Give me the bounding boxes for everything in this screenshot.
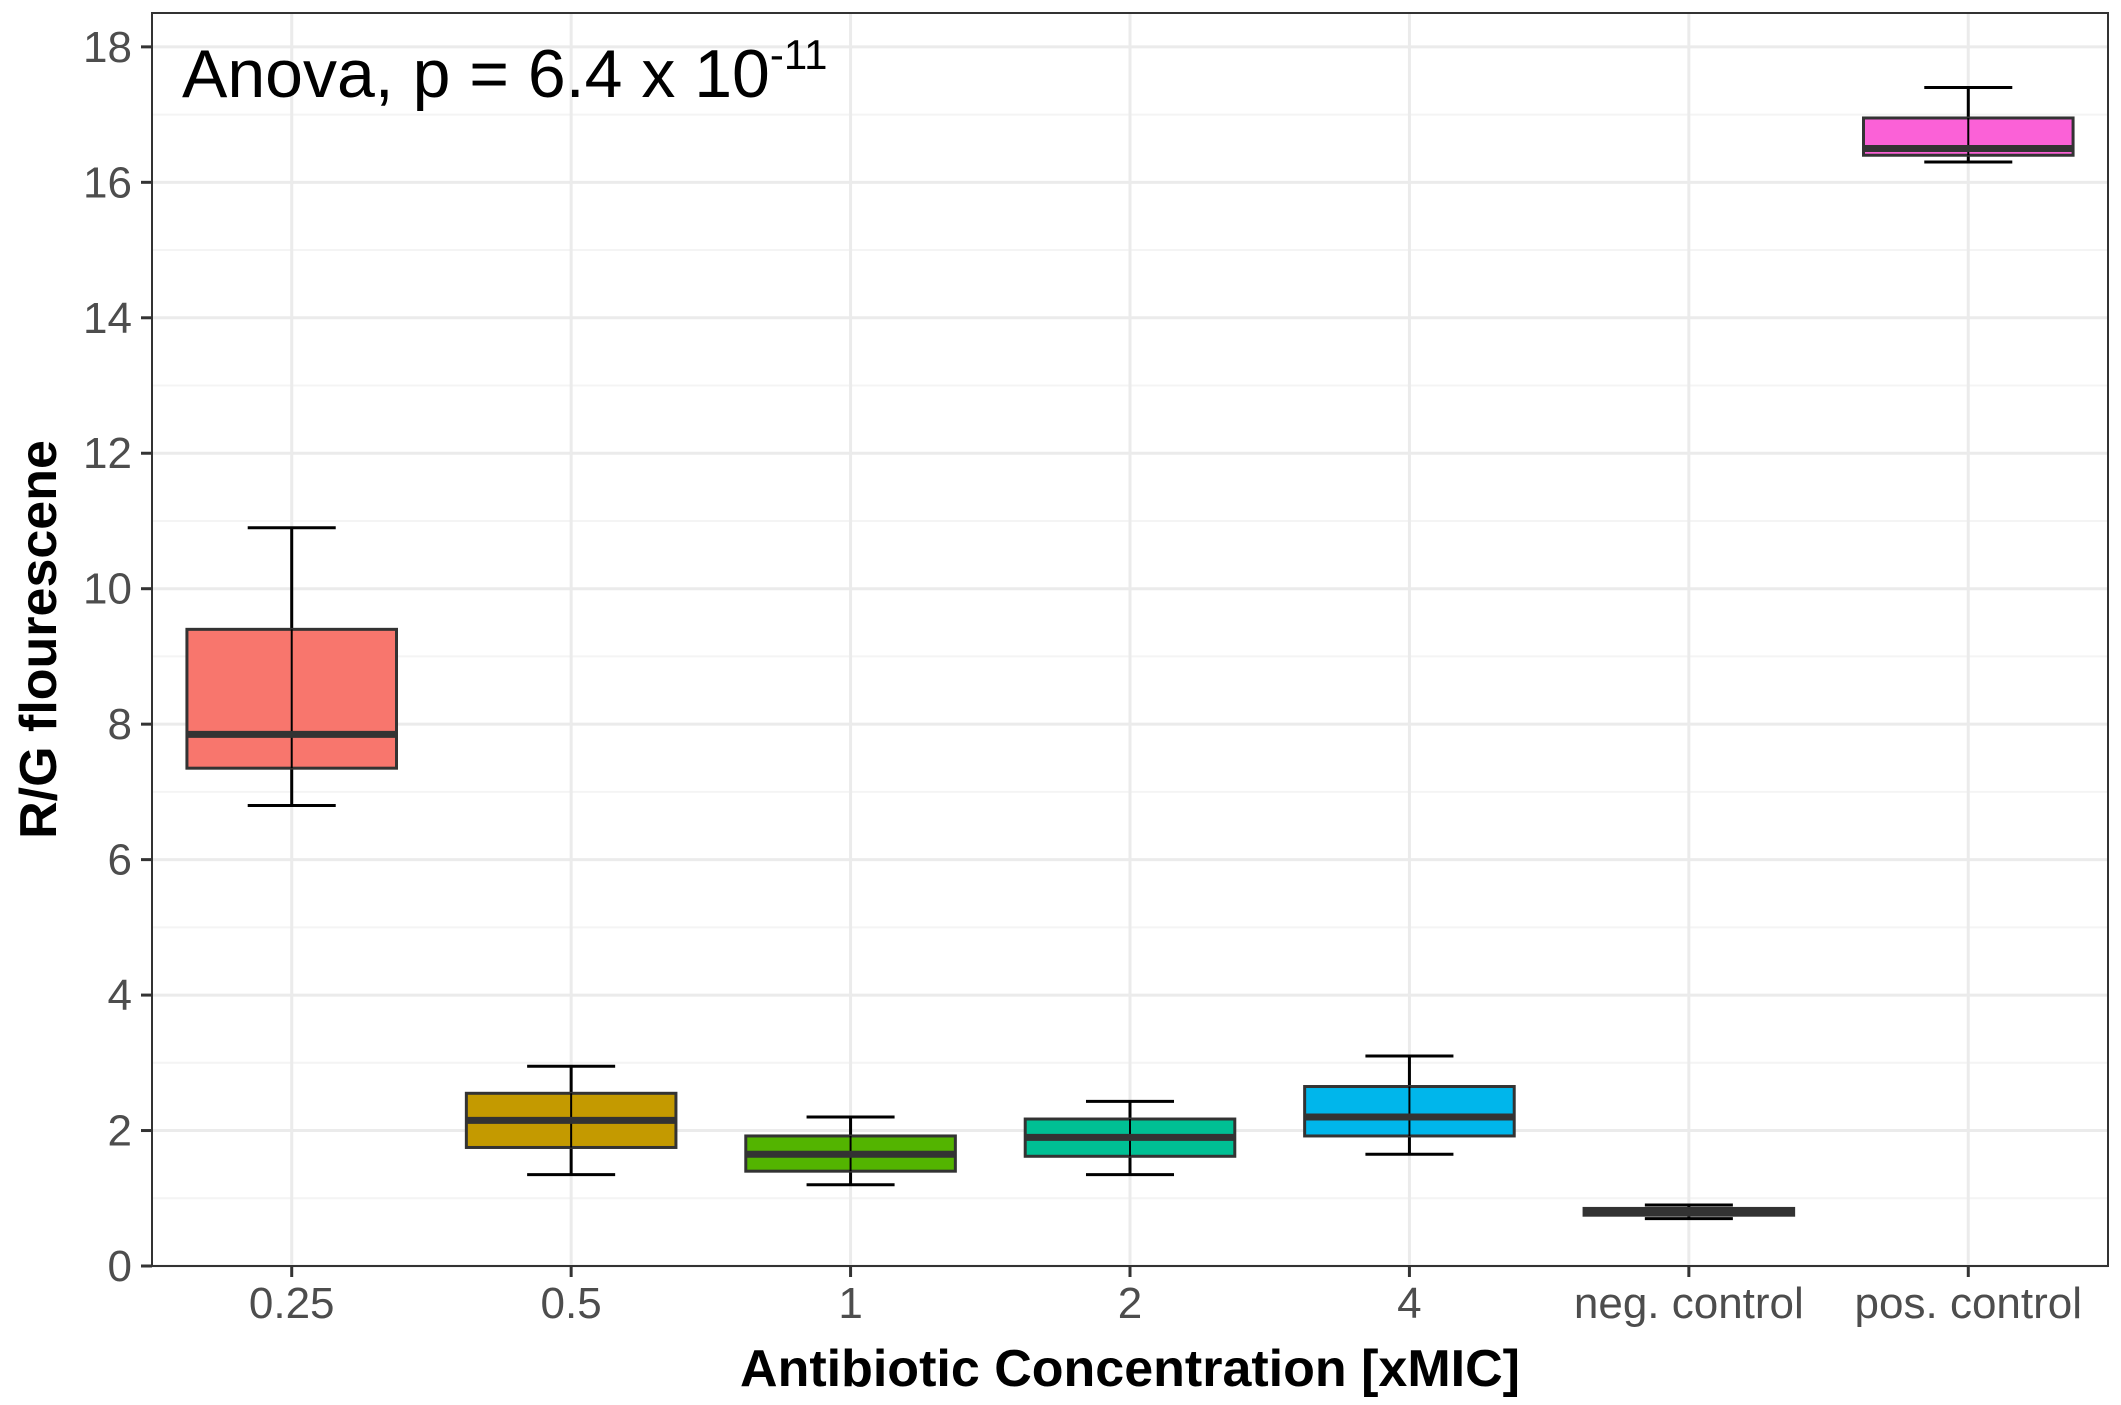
box-group xyxy=(1023,1099,1237,1177)
box-group xyxy=(185,526,398,807)
y-tick-label: 8 xyxy=(108,700,132,749)
box-group xyxy=(464,1064,678,1177)
box-group xyxy=(744,1115,957,1187)
x-tick-label: neg. control xyxy=(1574,1279,1804,1328)
box-group xyxy=(1862,86,2075,164)
y-tick-label: 18 xyxy=(83,23,132,72)
anova-annotation-text: Anova, p = 6.4 x 10 xyxy=(182,36,770,112)
x-tick-label: 1 xyxy=(838,1279,862,1328)
anova-annotation: Anova, p = 6.4 x 10-11 xyxy=(182,31,827,112)
x-tick-label: 0.5 xyxy=(541,1279,602,1328)
y-tick-label: 10 xyxy=(83,565,132,614)
x-tick-label: 0.25 xyxy=(249,1279,335,1328)
x-tick-label: pos. control xyxy=(1855,1279,2082,1328)
y-tick-label: 16 xyxy=(83,158,132,207)
y-axis-title: R/G flourescene xyxy=(10,440,68,839)
y-tick-label: 14 xyxy=(83,294,132,343)
y-tick-label: 6 xyxy=(108,836,132,885)
box-group xyxy=(1303,1054,1516,1156)
x-axis-title: Antibiotic Concentration [xMIC] xyxy=(740,1340,1520,1398)
x-tick-label: 4 xyxy=(1397,1279,1421,1328)
boxes xyxy=(185,86,2075,1221)
y-tick-label: 0 xyxy=(108,1242,132,1291)
x-tick-label: 2 xyxy=(1118,1279,1142,1328)
y-tick-label: 4 xyxy=(108,971,132,1020)
y-tick-label: 12 xyxy=(83,429,132,478)
y-tick-label: 2 xyxy=(108,1107,132,1156)
anova-annotation-exponent: -11 xyxy=(770,31,828,78)
box-group xyxy=(1582,1203,1796,1221)
